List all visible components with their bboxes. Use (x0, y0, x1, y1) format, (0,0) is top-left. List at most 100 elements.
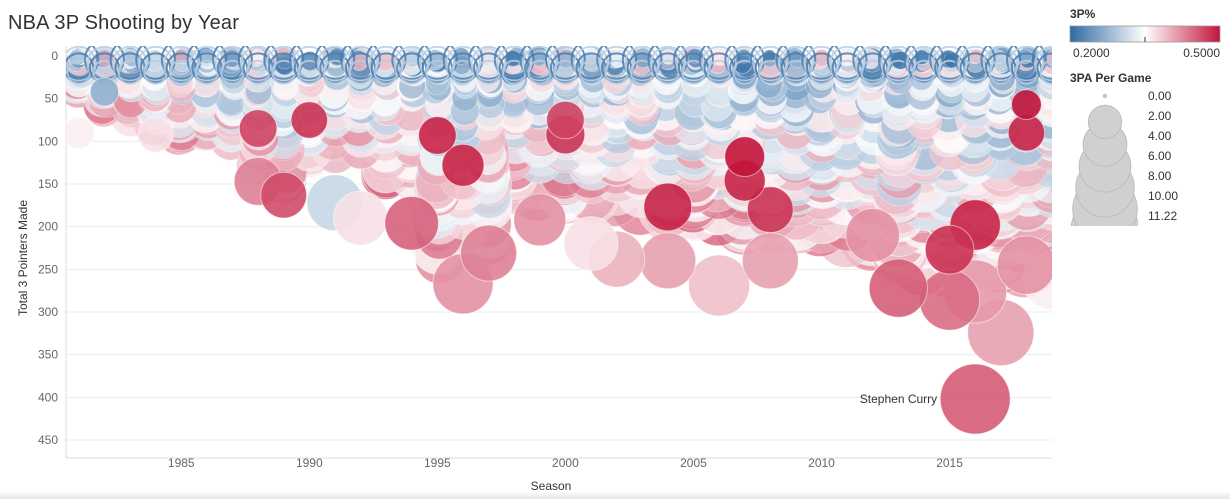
data-point (109, 46, 151, 80)
data-point (621, 46, 663, 80)
data-point (545, 46, 586, 80)
size-legend-circle (1087, 104, 1123, 139)
highlighted-point (845, 207, 901, 263)
size-legend-label: 2.00 (1148, 109, 1172, 123)
data-point (1045, 49, 1052, 67)
y-ticks: 0 50 100 150 200 250 300 350 400 450 (38, 49, 58, 447)
data-point (1034, 46, 1052, 82)
highlighted-point (546, 100, 585, 140)
y-tick-label: 350 (38, 348, 58, 362)
x-ticks: 1985 1990 1995 2000 2005 2010 2015 (168, 456, 963, 470)
data-point (1031, 46, 1052, 80)
color-legend-max: 0.5000 (1183, 46, 1220, 60)
y-tick-label: 400 (38, 390, 58, 404)
y-tick-label: 300 (38, 305, 58, 319)
highlighted-point (724, 136, 766, 178)
highlighted-point (260, 171, 308, 219)
data-point (570, 46, 612, 80)
color-legend-title: 3P% (1070, 7, 1096, 21)
data-point (314, 46, 356, 80)
highlighted-point (741, 232, 799, 290)
highlighted-point (868, 258, 928, 318)
data-point (1006, 46, 1047, 80)
highlighted-point (89, 77, 120, 107)
x-tick-label: 2000 (552, 456, 579, 470)
highlighted-point (939, 363, 1011, 435)
highlighted-point (688, 254, 751, 317)
highlighted-point (418, 116, 457, 155)
data-point (801, 46, 842, 80)
highlighted-point (643, 182, 693, 232)
x-tick-label: 2010 (808, 456, 835, 470)
x-tick-label: 2005 (680, 456, 707, 470)
highlighted-point (746, 186, 794, 234)
data-point (775, 46, 817, 80)
data-point (903, 46, 945, 80)
legend: 3P% 0.2000 0.5000 3PA Per Game 0.00 2.00 4.00 6… (1069, 7, 1221, 226)
data-point (66, 46, 100, 80)
y-tick-label: 150 (38, 177, 58, 191)
data-point (468, 46, 509, 80)
data-point (519, 46, 561, 80)
data-point (160, 46, 202, 80)
data-point (493, 46, 535, 80)
data-point (724, 46, 766, 80)
highlighted-point (66, 116, 95, 149)
data-point (1036, 52, 1052, 84)
size-legend-label: 6.00 (1148, 149, 1172, 163)
data-point (1039, 59, 1052, 85)
size-legend-title: 3PA Per Game (1070, 71, 1152, 85)
size-legend-label: 0.00 (1148, 89, 1172, 103)
highlighted-point (1011, 89, 1042, 120)
data-point (749, 46, 791, 80)
annotation-label: Stephen Curry (860, 392, 937, 406)
data-point (929, 46, 970, 80)
highlighted-point (1007, 114, 1046, 152)
size-legend-label: 4.00 (1148, 129, 1172, 143)
highlighted-point (919, 269, 981, 331)
highlighted-point (137, 116, 174, 153)
x-tick-label: 2015 (936, 456, 963, 470)
x-tick-label: 1985 (168, 456, 195, 470)
y-tick-label: 200 (38, 220, 58, 234)
y-axis-title: Total 3 Pointers Made (16, 200, 30, 316)
data-point (596, 46, 637, 80)
highlighted-point (384, 196, 440, 251)
y-tick-label: 50 (45, 92, 59, 106)
highlighted-point (639, 232, 697, 290)
data-point (212, 46, 253, 80)
data-point (186, 46, 228, 80)
data-point (135, 46, 176, 80)
data-point (340, 46, 381, 80)
x-tick-label: 1995 (424, 456, 451, 470)
data-point (647, 46, 689, 80)
data-point (954, 46, 996, 80)
marks-group (66, 46, 1052, 435)
data-point (391, 46, 433, 80)
y-tick-label: 100 (38, 134, 58, 148)
bottom-shadow (0, 491, 1230, 499)
y-tick-label: 450 (38, 433, 58, 447)
data-point (980, 46, 1022, 80)
highlighted-point (441, 143, 485, 187)
color-legend-min: 0.2000 (1073, 46, 1110, 60)
data-point (237, 46, 279, 80)
highlighted-point (996, 235, 1052, 295)
highlighted-point (563, 216, 619, 272)
data-point (442, 46, 484, 80)
size-legend-circle (1102, 93, 1108, 99)
x-tick-label: 1990 (296, 456, 323, 470)
size-legend-label: 10.00 (1148, 189, 1178, 203)
size-legend-items: 0.00 2.00 4.00 6.00 8.00 10.00 11.22 (1070, 89, 1178, 226)
highlighted-point (513, 193, 567, 247)
data-point (673, 46, 714, 80)
data-point (263, 46, 305, 80)
highlighted-point (290, 101, 328, 139)
x-axis-title: Season (531, 479, 572, 493)
highlighted-point (333, 190, 388, 246)
data-point (417, 46, 458, 80)
data-point (365, 46, 407, 80)
data-point (698, 46, 740, 80)
